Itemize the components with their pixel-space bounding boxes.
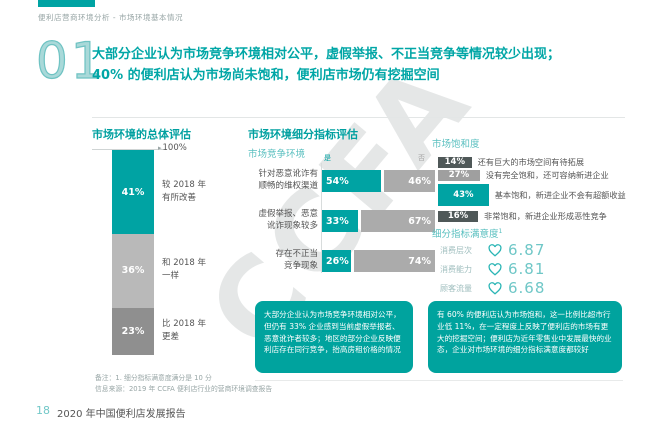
competition-row: 针对恶意讹诈有 顺畅的维权渠道 54% 46% [238,169,435,192]
legend-no: 否 [418,154,425,162]
row-label: 针对恶意讹诈有 顺畅的维权渠道 [258,169,318,191]
saturation-title: 市场饱和度 [432,139,480,150]
saturation-row: 43% 基本饱和，新进企业不会有超额收益 [438,184,626,206]
legend-yes: 是 [324,154,331,162]
segment-worse: 23% [112,307,154,355]
segment-label-same: 和 2018 年 一样 [162,258,207,281]
satisfaction-label: 顾客流量 [440,283,472,293]
saturation-label: 还有巨大的市场空间有待拓展 [477,157,585,167]
saturation-label: 基本饱和，新进企业不会有超额收益 [494,190,626,200]
segment-improved: 41% [112,150,154,235]
satisfaction-score: 6.87 [508,241,546,259]
competition-row: 虚假举报、恶意 讹诈现象较多 33% 67% [238,209,435,232]
bar-no: 46% [384,170,435,192]
footnote-marker: 1 [498,227,503,235]
saturation-bar: 16% [438,210,478,222]
saturation-row: 14% 还有巨大的市场空间有待拓展 [438,156,584,168]
axis-top-label: ▸100% [158,143,187,153]
saturation-row: 16% 非常饱和，新进企业形成恶性竞争 [438,210,607,222]
segment-label-worse: 比 2018 年 更差 [162,319,207,342]
arrow-right-icon: ▸ [158,144,162,152]
footnote-2: 信息来源：2019 年 CCFA 便利店行业的营商环境调查报告 [95,385,273,393]
breadcrumb: 便利店营商环境分析 - 市场环境基本情况 [38,13,183,22]
heart-icon [488,262,502,276]
satisfaction-row: 消费层次 6.87 [440,241,545,259]
competition-row: 存在不正当 竞争现象 26% 74% [238,249,435,272]
bar-no: 67% [361,210,435,232]
satisfaction-row: 顾客流量 6.68 [440,279,545,297]
headline: 大部分企业认为市场竞争环境相对公平，虚假举报、不正当竞争等情况较少出现； 40%… [92,47,561,84]
page-number: 18 [36,404,50,417]
overall-chart-title: 市场环境的总体评估 [92,128,191,141]
segment-value: 23% [121,325,145,337]
footnote-1: 备注：1. 细分指标满意度满分是 10 分 [95,374,212,382]
detail-section-title: 市场环境细分指标评估 [248,128,358,141]
bar-yes: 54% [322,170,382,192]
satisfaction-row: 消费能力 6.81 [440,260,545,278]
bar-yes: 26% [322,250,351,272]
section-number: 01 [35,32,106,90]
satisfaction-label: 消费能力 [440,264,472,274]
saturation-bar: 43% [438,184,489,206]
segment-label-improved: 较 2018 年 有所改善 [162,180,207,203]
saturation-bar: 27% [438,169,480,181]
top-divider [92,117,625,118]
competition-title: 市场竞争环境 [248,149,306,160]
report-footer-title: 2020 年中国便利店发展报告 [57,409,186,420]
bar-no: 74% [353,250,435,272]
heart-icon [488,281,502,295]
satisfaction-score: 6.68 [508,279,546,297]
bar-yes: 33% [322,210,359,232]
axis-top-line [92,149,164,150]
satisfaction-score: 6.81 [508,260,546,278]
row-label: 虚假举报、恶意 讹诈现象较多 [258,209,318,231]
row-label: 存在不正当 竞争现象 [275,249,318,271]
satisfaction-label: 消费层次 [440,245,472,255]
accent-bar [38,0,95,7]
bottom-divider [255,380,623,381]
saturation-label: 没有完全饱和，还可容纳新进企业 [485,170,609,180]
segment-value: 41% [121,186,145,198]
bar-axis-line [321,163,322,273]
heart-icon [488,243,502,257]
saturation-bar: 14% [438,156,472,168]
segment-same: 36% [112,234,154,308]
competition-note: 大部分企业认为市场竞争环境相对公平，但仍有 33% 企业感到当前虚假举报者、恶意… [255,301,413,373]
saturation-row: 27% 没有完全饱和，还可容纳新进企业 [438,169,609,181]
stacked-bar: 41% 36% 23% [112,150,154,355]
satisfaction-title: 细分指标满意度1 [432,227,503,240]
segment-value: 36% [121,265,145,277]
saturation-label: 非常饱和，新进企业形成恶性竞争 [484,211,607,221]
saturation-note: 有 60% 的便利店认为市场饱和，这一比例比超市行业低 11%，在一定程度上反映… [428,301,622,373]
